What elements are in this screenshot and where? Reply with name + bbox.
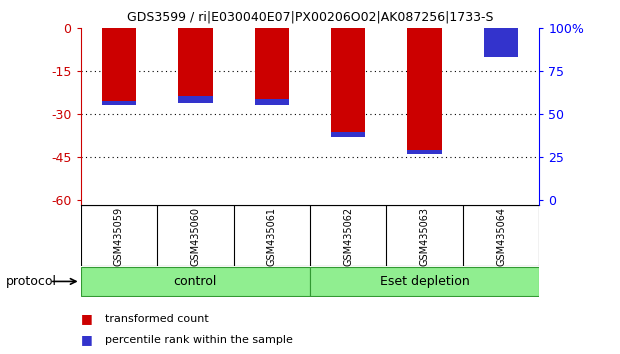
Text: control: control (174, 275, 217, 288)
Bar (484, 9, 518, 28)
Text: ■: ■ (81, 333, 92, 346)
Bar (255, 99, 289, 105)
Bar (407, 28, 442, 149)
Bar (407, 149, 442, 154)
Text: GSM435060: GSM435060 (190, 207, 200, 266)
Text: GDS3599 / ri|E030040E07|PX00206O02|AK087256|1733-S: GDS3599 / ri|E030040E07|PX00206O02|AK087… (126, 11, 494, 24)
FancyBboxPatch shape (310, 267, 539, 296)
Text: GSM435064: GSM435064 (496, 207, 506, 266)
Bar (102, 28, 136, 101)
FancyBboxPatch shape (81, 267, 310, 296)
Bar (255, 28, 289, 99)
Text: GSM435061: GSM435061 (267, 207, 277, 266)
Text: ■: ■ (81, 312, 92, 325)
Text: protocol: protocol (6, 275, 57, 288)
Bar (484, 9, 518, 57)
Text: percentile rank within the sample: percentile rank within the sample (105, 335, 293, 345)
Text: Eset depletion: Eset depletion (380, 275, 469, 288)
Bar (178, 96, 213, 103)
Text: GSM435059: GSM435059 (114, 207, 124, 266)
Bar (178, 28, 213, 96)
Text: GSM435063: GSM435063 (420, 207, 430, 266)
Bar (331, 28, 365, 132)
Bar (331, 132, 365, 137)
Text: GSM435062: GSM435062 (343, 207, 353, 266)
Bar (102, 101, 136, 105)
Text: transformed count: transformed count (105, 314, 209, 324)
